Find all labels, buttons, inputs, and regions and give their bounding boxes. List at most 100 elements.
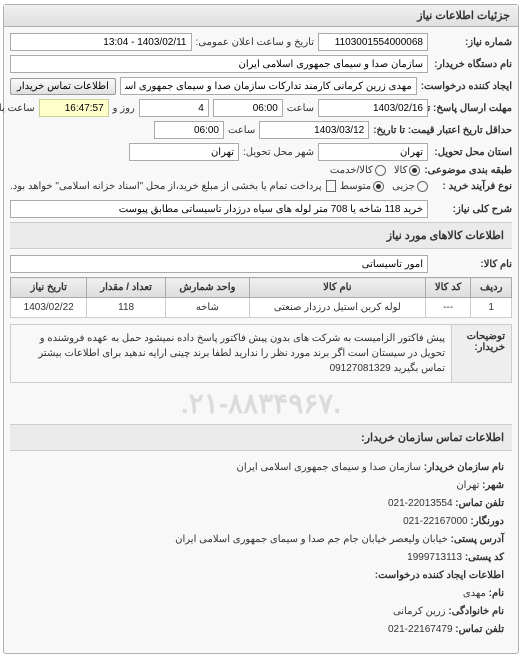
contact-phone: 22013554-021: [389, 498, 454, 509]
goods-name-label: نام کالا:: [433, 259, 513, 270]
contact-block: نام سازمان خریدار: سازمان صدا و سیمای جم…: [11, 451, 513, 647]
treasury-note: پرداخت تمام یا بخشی از مبلغ خرید،از محل …: [11, 181, 323, 192]
panel-body: شماره نیاز: تاریخ و ساعت اعلان عمومی: نا…: [5, 27, 519, 653]
goods-section-title: اطلاعات کالاهای مورد نیاز: [11, 222, 513, 249]
packaging-label: طبقه بندی موضوعی:: [425, 165, 513, 176]
th-code: کد کالا: [426, 278, 472, 298]
buyer-notes-label: توضیحات خریدار:: [452, 325, 512, 382]
radio-medium-circle: [374, 181, 385, 192]
buyer-org-label: نام دستگاه خریدار:: [433, 59, 513, 70]
contact-lname: زرین کرمانی: [394, 606, 447, 617]
contact-org: سازمان صدا و سیمای جمهوری اسلامی ایران: [237, 462, 421, 473]
response-deadline-label: مهلت ارسال پاسخ: تا تاریخ:: [433, 103, 513, 114]
response-time-field: [214, 99, 284, 117]
radio-medium[interactable]: متوسط: [341, 181, 385, 192]
th-date: تاریخ نیاز: [12, 278, 88, 298]
public-date-label: تاریخ و ساعت اعلان عمومی:: [197, 37, 316, 48]
req-creator-section: اطلاعات ایجاد کننده درخواست:: [19, 567, 505, 585]
contact-org-label: نام سازمان خریدار:: [425, 462, 505, 473]
radio-goods-label: کالا: [395, 165, 409, 176]
contact-org-line: نام سازمان خریدار: سازمان صدا و سیمای جم…: [19, 459, 505, 477]
td-date: 1403/02/22: [12, 298, 88, 318]
radio-minor-label: جزیی: [393, 181, 416, 192]
treasury-checkbox[interactable]: [327, 180, 337, 192]
radio-service-circle: [376, 165, 387, 176]
row-response-deadline: مهلت ارسال پاسخ: تا تاریخ: ساعت روز و سا…: [11, 99, 513, 117]
contact-cphone: 22167479-021: [389, 624, 454, 635]
td-name: لوله کربن استیل درزدار صنعتی: [250, 298, 426, 318]
goods-table: ردیف کد کالا نام کالا واحد شمارش تعداد /…: [11, 277, 513, 318]
delivery-city-field: [130, 143, 240, 161]
contact-fax: 22167000-021: [404, 516, 469, 527]
validity-date-field: [260, 121, 370, 139]
th-row: ردیف: [472, 278, 513, 298]
contact-phone-line: تلفن تماس: 22013554-021: [19, 495, 505, 513]
purchase-type-label: نوع فرآیند خرید :: [433, 181, 513, 192]
requester-field: [121, 77, 418, 95]
contact-fax-line: دورنگار: 22167000-021: [19, 513, 505, 531]
remaining-label: ساعت باقی مانده: [0, 103, 36, 114]
row-requester: ایجاد کننده درخواست: اطلاعات تماس خریدار: [11, 77, 513, 95]
row-purchase-type: نوع فرآیند خرید : جزیی متوسط پرداخت تمام…: [11, 180, 513, 192]
contact-cphone-line: تلفن تماس: 22167479-021: [19, 621, 505, 639]
radio-service-label: کالا/خدمت: [331, 165, 374, 176]
radio-goods[interactable]: کالا: [395, 165, 422, 176]
radio-medium-label: متوسط: [341, 181, 372, 192]
contact-cphone-label: تلفن تماس:: [456, 624, 505, 635]
row-goods-name: نام کالا:: [11, 255, 513, 273]
contact-info-button[interactable]: اطلاعات تماس خریدار: [11, 78, 117, 95]
request-number-field: [319, 33, 429, 51]
contact-fax-label: دورنگار:: [471, 516, 505, 527]
purchase-radio-group: جزیی متوسط: [341, 181, 429, 192]
row-buyer-org: نام دستگاه خریدار:: [11, 55, 513, 73]
watermark: .۲۱-۸۸۳۴۹۶۷.: [11, 387, 513, 420]
need-details-panel: جزئیات اطلاعات نیاز شماره نیاز: تاریخ و …: [4, 4, 520, 654]
radio-goods-circle: [410, 165, 421, 176]
time-label-1: ساعت: [288, 103, 315, 114]
row-validity: حداقل تاریخ اعتبار قیمت: تا تاریخ: ساعت: [11, 121, 513, 139]
days-remain-label: روز و: [114, 103, 136, 114]
contact-section-title: اطلاعات تماس سازمان خریدار:: [11, 424, 513, 451]
contact-city-label: شهر:: [483, 480, 505, 491]
row-delivery-location: استان محل تحویل: شهر محل تحویل:: [11, 143, 513, 161]
validity-time-field: [155, 121, 225, 139]
td-code: ---: [426, 298, 472, 318]
delivery-state-label: استان محل تحویل:: [433, 147, 513, 158]
contact-addr-label: آدرس پستی:: [452, 534, 505, 545]
buyer-org-field: [11, 55, 429, 73]
row-need-title: شرح کلی نیاز:: [11, 200, 513, 218]
contact-lname-label: نام خانوادگی:: [449, 606, 505, 617]
contact-phone-label: تلفن تماس:: [456, 498, 505, 509]
contact-postcode: 1999713113: [408, 552, 463, 563]
row-request-number: شماره نیاز: تاریخ و ساعت اعلان عمومی:: [11, 33, 513, 51]
contact-addr: خیابان ولیعصر خیابان جام جم صدا و سیمای …: [176, 534, 449, 545]
requester-label: ایجاد کننده درخواست:: [422, 81, 513, 92]
row-packaging: طبقه بندی موضوعی: کالا کالا/خدمت: [11, 165, 513, 176]
remaining-time-field: [40, 99, 110, 117]
panel-title: جزئیات اطلاعات نیاز: [5, 5, 519, 27]
time-label-2: ساعت: [229, 125, 256, 136]
validity-label: حداقل تاریخ اعتبار قیمت: تا تاریخ:: [374, 125, 513, 136]
td-unit: شاخه: [166, 298, 250, 318]
public-date-field: [11, 33, 193, 51]
radio-minor[interactable]: جزیی: [393, 181, 429, 192]
th-unit: واحد شمارش: [166, 278, 250, 298]
buyer-notes-block: توضیحات خریدار: پیش فاکتور الزامیست به ش…: [11, 324, 513, 383]
contact-city: تهران: [457, 480, 480, 491]
contact-postcode-label: کد پستی:: [466, 552, 505, 563]
radio-service[interactable]: کالا/خدمت: [331, 165, 387, 176]
delivery-city-label: شهر محل تحویل:: [244, 147, 315, 158]
need-title-field: [11, 200, 429, 218]
contact-name-label: نام:: [490, 588, 505, 599]
delivery-state-field: [319, 143, 429, 161]
th-name: نام کالا: [250, 278, 426, 298]
td-qty: 118: [88, 298, 166, 318]
response-date-field: [319, 99, 429, 117]
contact-name-line: نام: مهدی: [19, 585, 505, 603]
table-row: 1 --- لوله کربن استیل درزدار صنعتی شاخه …: [12, 298, 513, 318]
goods-name-field: [11, 255, 429, 273]
packaging-radio-group: کالا کالا/خدمت: [331, 165, 421, 176]
request-number-label: شماره نیاز:: [433, 37, 513, 48]
contact-addr-line: آدرس پستی: خیابان ولیعصر خیابان جام جم ص…: [19, 531, 505, 549]
need-title-label: شرح کلی نیاز:: [433, 204, 513, 215]
